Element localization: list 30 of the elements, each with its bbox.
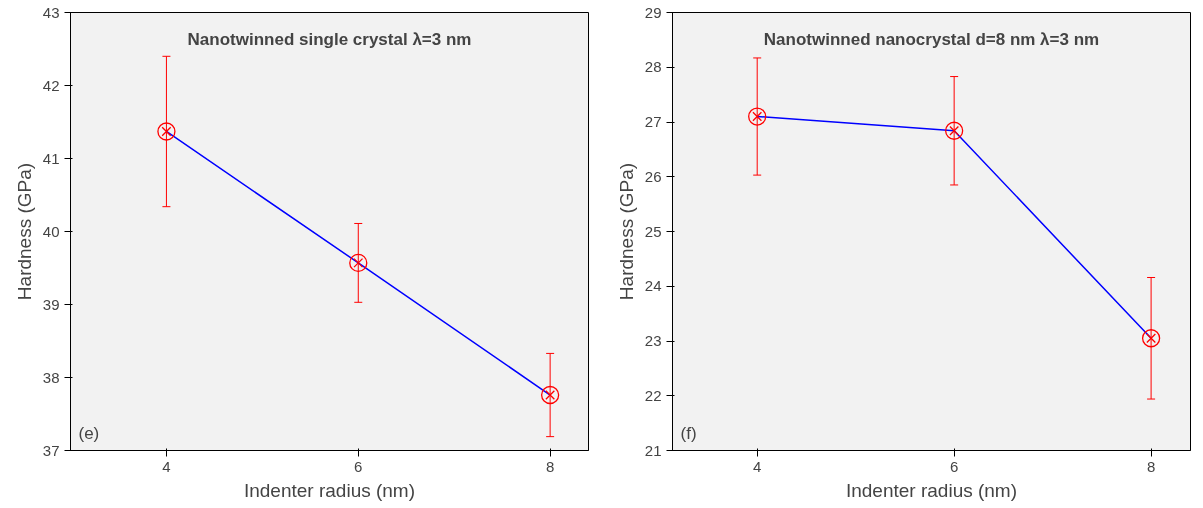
y-tick-label: 26: [644, 167, 662, 185]
y-tick-label: 22: [644, 386, 662, 404]
y-axis-title: Hardness (GPa): [13, 162, 35, 301]
y-tick-label: 37: [42, 441, 60, 459]
x-tick-label: 8: [1146, 457, 1156, 475]
x-axis-title: Indenter radius (nm): [845, 479, 1018, 501]
y-tick-label: 29: [644, 3, 662, 21]
x-axis-title: Indenter radius (nm): [243, 479, 416, 501]
y-tick-label: 40: [42, 222, 60, 240]
y-tick-label: 39: [42, 295, 60, 313]
y-tick-label: 42: [42, 76, 60, 94]
y-tick-label: 28: [644, 58, 662, 76]
y-tick-label: 41: [42, 149, 60, 167]
y-tick-label: 25: [644, 222, 662, 240]
x-tick-label: 6: [949, 457, 959, 475]
y-tick-label: 23: [644, 332, 662, 349]
annotation: (f): [680, 423, 697, 443]
x-tick-label: 4: [162, 457, 171, 475]
y-tick-label: 38: [42, 368, 60, 386]
y-tick-label: 43: [42, 3, 60, 21]
y-tick-label: 21: [644, 441, 662, 459]
text: Nanotwinned single crystal λ=3 nm: [187, 30, 472, 50]
x-tick-label: 4: [753, 457, 762, 475]
y-tick-label: 24: [644, 277, 662, 295]
y-axis-title: Hardness (GPa): [615, 162, 637, 301]
y-tick-label: 27: [644, 113, 662, 130]
annotation: (e): [78, 423, 100, 443]
x-tick-label: 8: [545, 457, 555, 475]
text: Nanotwinned nanocrystal d=8 nm λ=3 nm: [763, 30, 1100, 50]
x-tick-label: 6: [354, 457, 363, 475]
